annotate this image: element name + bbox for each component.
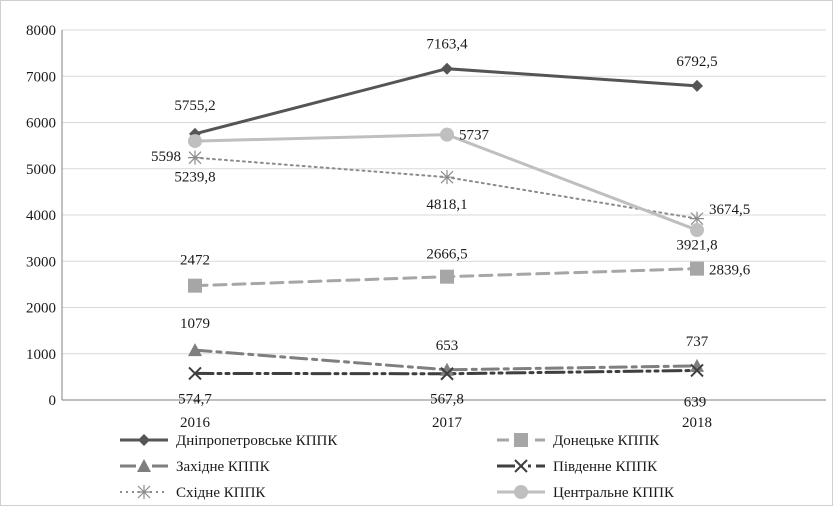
y-tick-label: 1000 <box>26 347 56 363</box>
series-line-1 <box>193 67 699 136</box>
series-line-3 <box>193 348 699 372</box>
legend-item-2: Донецьке КППК <box>497 433 660 449</box>
y-tick-label: 3000 <box>26 254 56 270</box>
data-label: 4818,1 <box>426 197 467 213</box>
x-tick-label: 2018 <box>682 415 712 431</box>
data-label: 5239,8 <box>174 170 215 186</box>
point-series-3 <box>690 358 704 372</box>
x-tick-label: 2016 <box>180 415 211 431</box>
legend-marker <box>138 434 150 446</box>
legend-item-3: Західне КППК <box>120 459 271 475</box>
data-label: 6792,5 <box>676 54 717 70</box>
point-series-6 <box>188 134 202 149</box>
data-label: 2666,5 <box>426 247 467 263</box>
point-series-4 <box>690 363 704 378</box>
y-tick-label: 5000 <box>26 162 56 178</box>
point-series-2 <box>188 278 202 293</box>
data-label: 1079 <box>180 316 210 332</box>
point-series-3 <box>188 343 202 357</box>
x-tick-label: 2017 <box>432 415 463 431</box>
legend-marker <box>137 459 151 472</box>
point-series-4 <box>188 366 202 381</box>
legend-item-5: Східне КППК <box>120 485 266 501</box>
point-series-2 <box>690 261 704 276</box>
series-lines <box>193 67 699 376</box>
legend-item-1: Дніпропетровське КППК <box>120 433 338 449</box>
data-label: 567,8 <box>430 392 464 408</box>
y-tick-label: 4000 <box>26 208 56 224</box>
data-label: 7163,4 <box>426 37 468 53</box>
y-tick-label: 8000 <box>26 23 56 39</box>
legend-label: Східне КППК <box>176 485 266 501</box>
legend-marker <box>514 433 528 447</box>
point-series-6 <box>690 223 704 238</box>
data-label: 5598 <box>151 149 181 165</box>
data-label: 639 <box>684 394 707 410</box>
series-line-6 <box>193 133 699 232</box>
y-tick-label: 6000 <box>26 116 56 132</box>
legend-label: Дніпропетровське КППК <box>176 433 338 449</box>
point-series-5 <box>188 150 202 165</box>
legend-marker <box>137 485 151 499</box>
legend-label: Західне КППК <box>176 459 271 475</box>
data-label: 2472 <box>180 253 210 269</box>
y-tick-label: 7000 <box>26 69 56 85</box>
data-label: 3921,8 <box>676 238 717 254</box>
point-series-4 <box>440 367 454 381</box>
legend-label: Центральне КППК <box>553 485 675 501</box>
legend-marker <box>514 459 528 473</box>
data-label: 5737 <box>459 128 490 144</box>
data-label: 3674,5 <box>709 202 750 218</box>
point-series-5 <box>690 211 704 226</box>
data-labels: 5755,2 7163,4 6792,5 2472 2666,5 2839,6 1079 65… <box>151 37 751 411</box>
point-series-2 <box>440 269 454 284</box>
point-series-5 <box>440 170 454 185</box>
legend-item-4: Південне КППК <box>497 459 658 475</box>
point-series-1 <box>441 62 453 75</box>
point-series-6 <box>440 127 454 142</box>
y-tick-label: 2000 <box>26 301 56 317</box>
point-series-3 <box>440 362 454 376</box>
data-label: 737 <box>686 334 709 350</box>
legend-marker <box>514 485 528 499</box>
point-series-1 <box>691 79 703 92</box>
legend-label: Південне КППК <box>553 459 658 475</box>
data-label: 653 <box>436 338 459 354</box>
y-tick-label: 0 <box>49 393 57 409</box>
legend: Дніпропетровське КППК Донецьке КППК Західн… <box>120 433 675 501</box>
data-label: 574,7 <box>178 391 212 407</box>
data-label: 2839,6 <box>709 263 751 279</box>
series-markers <box>188 62 704 381</box>
legend-label: Донецьке КППК <box>553 433 660 449</box>
legend-item-6: Центральне КППК <box>497 485 675 501</box>
data-label: 5755,2 <box>174 98 215 114</box>
